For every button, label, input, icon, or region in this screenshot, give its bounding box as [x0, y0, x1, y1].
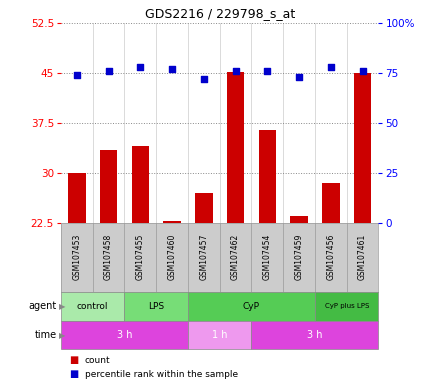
Text: ■: ■ — [69, 369, 79, 379]
Bar — [61, 292, 124, 321]
Text: percentile rank within the sample: percentile rank within the sample — [85, 369, 237, 379]
Text: GSM107459: GSM107459 — [294, 234, 303, 280]
Text: GSM107453: GSM107453 — [72, 234, 81, 280]
Text: GSM107462: GSM107462 — [230, 234, 240, 280]
Text: GSM107461: GSM107461 — [357, 234, 366, 280]
Text: GSM107458: GSM107458 — [104, 234, 113, 280]
Text: ▶: ▶ — [59, 302, 65, 311]
Point — [295, 74, 302, 80]
Point — [327, 64, 334, 70]
Text: control: control — [77, 302, 108, 311]
Title: GDS2216 / 229798_s_at: GDS2216 / 229798_s_at — [144, 7, 294, 20]
Text: ■: ■ — [69, 355, 79, 365]
Bar — [314, 292, 378, 321]
Bar — [61, 321, 187, 349]
Text: GSM107456: GSM107456 — [326, 234, 335, 280]
Text: CyP: CyP — [242, 302, 260, 311]
Point — [168, 66, 175, 72]
Text: LPS: LPS — [148, 302, 164, 311]
Text: agent: agent — [28, 301, 56, 311]
Point — [232, 68, 239, 74]
Bar — [68, 173, 85, 223]
Bar — [251, 321, 378, 349]
Point — [263, 68, 270, 74]
Text: count: count — [85, 356, 110, 365]
Text: GSM107460: GSM107460 — [167, 234, 176, 280]
Bar — [194, 193, 212, 223]
Bar — [321, 183, 339, 223]
Bar — [226, 72, 244, 223]
Text: 3 h: 3 h — [116, 330, 132, 340]
Point — [358, 68, 365, 74]
Text: GSM107457: GSM107457 — [199, 234, 208, 280]
Bar — [187, 321, 251, 349]
Text: GSM107455: GSM107455 — [135, 234, 145, 280]
Text: CyP plus LPS: CyP plus LPS — [324, 303, 368, 309]
Text: 1 h: 1 h — [211, 330, 227, 340]
Bar — [187, 292, 314, 321]
Bar — [124, 292, 187, 321]
Text: ▶: ▶ — [59, 331, 65, 339]
Point — [73, 72, 80, 78]
Text: time: time — [34, 330, 56, 340]
Text: GSM107454: GSM107454 — [262, 234, 271, 280]
Bar — [99, 149, 117, 223]
Bar — [258, 129, 276, 223]
Bar — [353, 73, 371, 223]
Bar — [289, 216, 307, 223]
Point — [137, 64, 144, 70]
Text: 3 h: 3 h — [306, 330, 322, 340]
Point — [200, 76, 207, 82]
Point — [105, 68, 112, 74]
Bar — [163, 221, 181, 223]
Bar — [131, 146, 149, 223]
